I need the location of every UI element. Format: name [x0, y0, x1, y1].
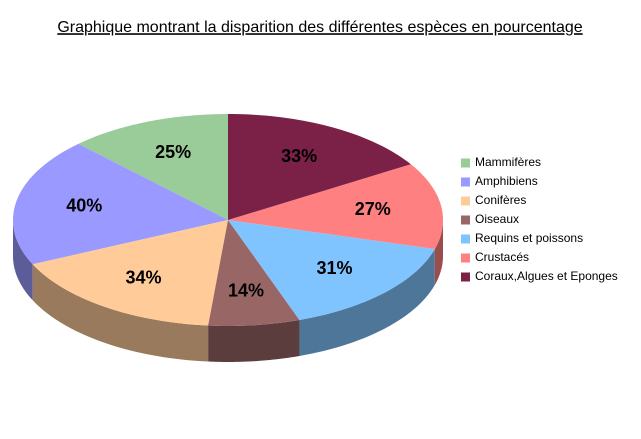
slice	[228, 164, 443, 250]
data-label: 14%	[228, 280, 264, 300]
slice-side	[299, 249, 435, 356]
slice	[78, 114, 228, 220]
slice-side	[208, 319, 300, 362]
slice	[13, 143, 228, 265]
data-label: 33%	[281, 146, 317, 166]
legend-swatch	[461, 234, 470, 244]
legend-swatch	[461, 253, 470, 263]
data-label: 34%	[126, 268, 162, 288]
data-label: 31%	[316, 258, 352, 278]
legend-swatch	[461, 215, 470, 225]
slice	[228, 220, 435, 320]
legend-label: Amphibiens	[475, 174, 538, 188]
slice-side	[434, 220, 443, 286]
data-label: 25%	[155, 142, 191, 162]
legend-swatch	[461, 196, 470, 206]
legend-label: Coraux,Algues et Eponges	[475, 269, 618, 283]
slice	[32, 220, 229, 326]
data-label: 40%	[66, 196, 102, 216]
legend-swatch	[461, 272, 470, 282]
legend-swatch	[461, 177, 470, 187]
legend-label: Conifères	[475, 193, 526, 207]
legend-swatch	[461, 158, 470, 168]
legend-label: Oiseaux	[475, 212, 519, 226]
legend-label: Mammifères	[475, 155, 541, 169]
slice	[208, 220, 300, 326]
chart-title: Graphique montrant la disparition des di…	[57, 19, 582, 36]
legend-label: Requins et poissons	[475, 231, 583, 245]
slice-side	[13, 220, 33, 301]
slice	[228, 114, 411, 220]
data-label: 27%	[355, 199, 391, 219]
slice-side	[32, 264, 209, 362]
legend-label: Crustacés	[475, 250, 529, 264]
